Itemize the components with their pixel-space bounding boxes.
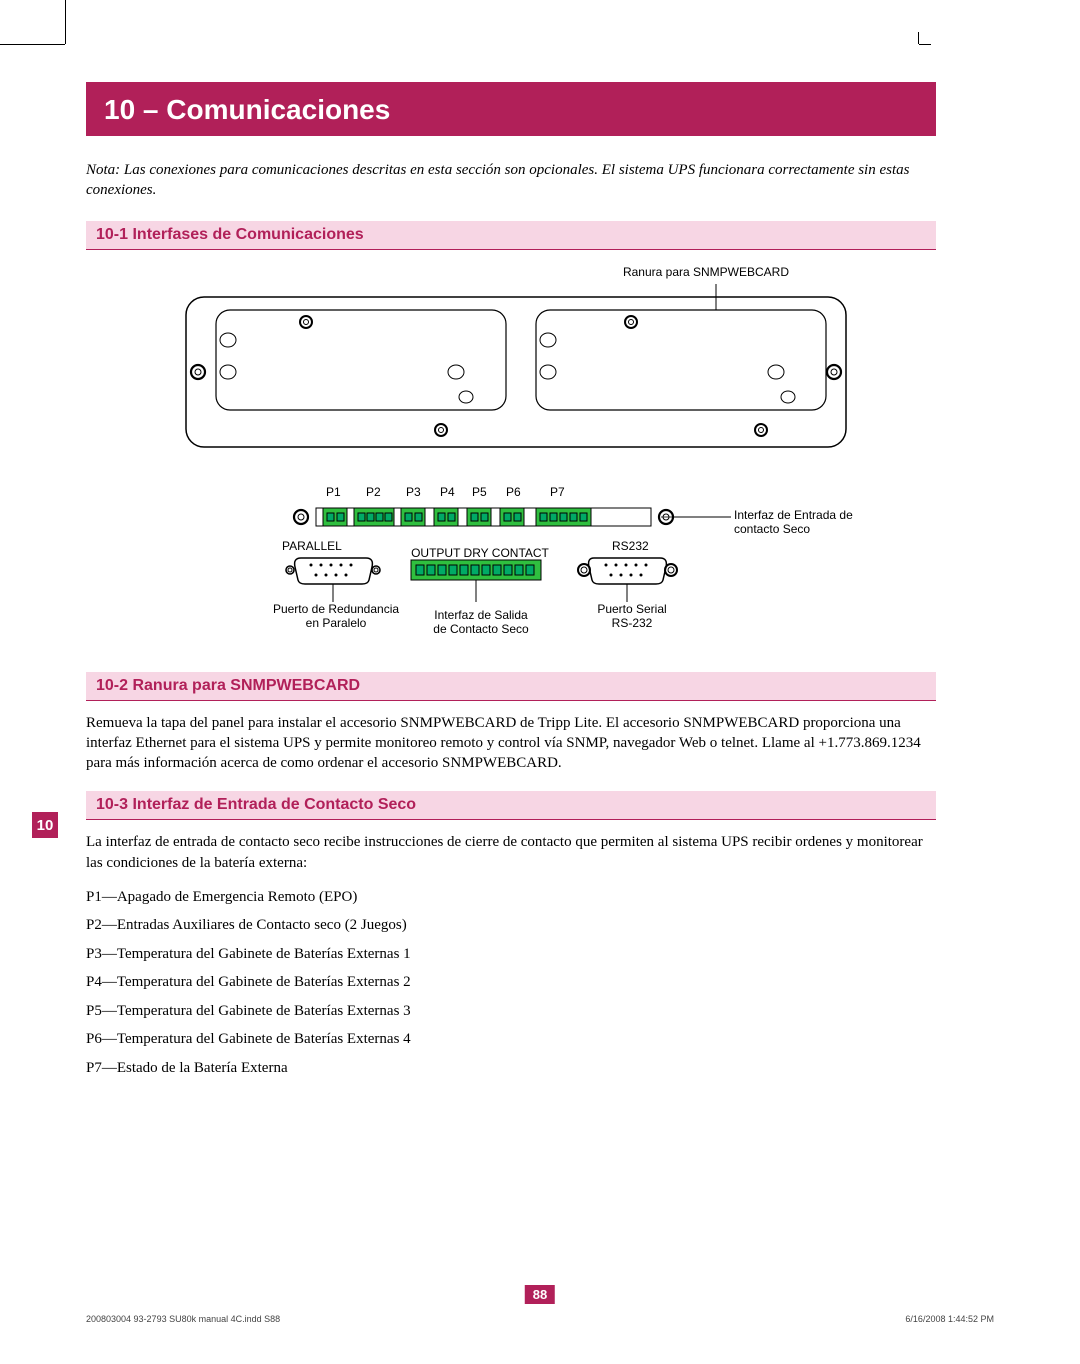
list-item: P1—Apagado de Emergencia Remoto (EPO)	[86, 883, 936, 912]
p6-label: P6	[506, 485, 521, 499]
page-number: 88	[525, 1285, 555, 1304]
p7-label: P7	[550, 485, 565, 499]
footer-left: 200803004 93-2793 SU80k manual 4C.indd S…	[86, 1314, 280, 1324]
section-3-title: 10-3 Interfaz de Entrada de Contacto Sec…	[86, 791, 936, 820]
footer-right: 6/16/2008 1:44:52 PM	[905, 1314, 994, 1324]
crop-mark	[65, 0, 66, 44]
dry-input-label-row: Interfaz de Entrada de contacto Seco	[734, 508, 884, 537]
output-interface-label: Interfaz de Salida de Contacto Seco	[416, 608, 546, 637]
crop-mark	[0, 44, 65, 45]
parallel-port-label: Puerto de Redundancia en Paralelo	[256, 602, 416, 631]
chapter-tab: 10	[32, 812, 58, 838]
dry-input-label-l2: contacto Seco	[734, 522, 810, 536]
section-3-body: La interfaz de entrada de contacto seco …	[86, 832, 936, 873]
rs232-label: RS232	[612, 539, 649, 553]
chapter-title: 10 – Comunicaciones	[86, 82, 936, 136]
list-item: P5—Temperatura del Gabinete de Baterías …	[86, 997, 936, 1026]
interfaces-diagram: Ranura para SNMPWEBCARD P1 P2 P3 P4 P5 P…	[86, 262, 936, 662]
serial-port-label: Puerto Serial RS-232	[582, 602, 682, 631]
list-item: P2—Entradas Auxiliares de Contacto seco …	[86, 911, 936, 940]
output-dry-contact-label: OUTPUT DRY CONTACT	[400, 546, 560, 560]
p4-label: P4	[440, 485, 455, 499]
dry-input-label-l1: Interfaz de Entrada de	[734, 508, 853, 522]
list-item: P6—Temperatura del Gabinete de Baterías …	[86, 1025, 936, 1054]
list-item: P3—Temperatura del Gabinete de Baterías …	[86, 940, 936, 969]
section-3-list: P1—Apagado de Emergencia Remoto (EPO) P2…	[86, 883, 936, 1083]
p5-label: P5	[472, 485, 487, 499]
snmp-slot-label: Ranura para SNMPWEBCARD	[606, 265, 806, 279]
list-item: P7—Estado de la Batería Externa	[86, 1054, 936, 1083]
note-text: Nota: Las conexiones para comunicaciones…	[86, 160, 936, 201]
p3-label: P3	[406, 485, 421, 499]
crop-mark	[918, 32, 919, 44]
parallel-label: PARALLEL	[282, 539, 342, 553]
p2-label: P2	[366, 485, 381, 499]
section-2-body: Remueva la tapa del panel para instalar …	[86, 713, 936, 774]
p1-label: P1	[326, 485, 341, 499]
section-1-title: 10-1 Interfases de Comunicaciones	[86, 221, 936, 250]
page-content: 10 – Comunicaciones Nota: Las conexiones…	[86, 82, 936, 1082]
list-item: P4—Temperatura del Gabinete de Baterías …	[86, 968, 936, 997]
section-2-title: 10-2 Ranura para SNMPWEBCARD	[86, 672, 936, 701]
crop-mark	[919, 44, 931, 45]
